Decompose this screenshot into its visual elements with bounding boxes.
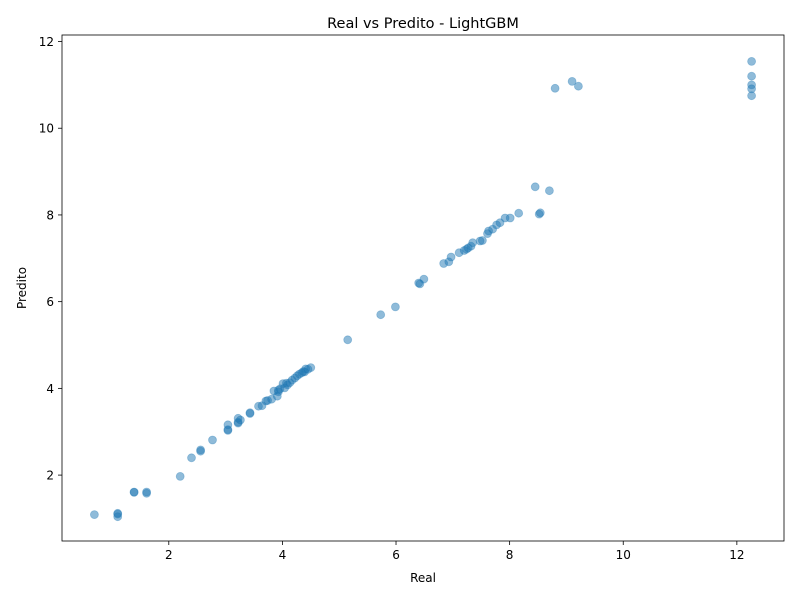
data-point (142, 487, 152, 497)
data-point (574, 81, 583, 91)
data-point (535, 208, 545, 218)
x-tick-label: 4 (279, 548, 287, 562)
data-point (306, 363, 316, 373)
y-tick-label: 6 (46, 295, 54, 309)
data-point (113, 508, 123, 518)
chart-title: Real vs Predito - LightGBM (327, 16, 519, 32)
data-point (550, 83, 560, 93)
data-point (235, 415, 245, 425)
x-tick-label: 2 (165, 548, 173, 562)
data-point (446, 252, 456, 262)
data-point (747, 91, 756, 101)
data-point (545, 186, 554, 196)
data-point (419, 274, 429, 284)
x-tick-label: 12 (729, 548, 744, 562)
data-point (747, 71, 756, 81)
x-tick-label: 8 (506, 548, 514, 562)
data-point (390, 302, 400, 312)
data-point (514, 208, 524, 218)
data-point (196, 445, 206, 455)
data-point (245, 408, 255, 418)
y-tick-label: 10 (39, 122, 54, 136)
y-tick-label: 8 (46, 208, 54, 222)
y-tick-label: 12 (39, 35, 54, 49)
data-point (477, 236, 487, 245)
data-point (567, 77, 577, 86)
y-axis-title: Predito (15, 267, 29, 309)
data-point (343, 335, 353, 345)
data-point (505, 213, 515, 223)
data-point (208, 435, 217, 445)
data-point (175, 471, 185, 481)
y-tick-label: 4 (46, 382, 54, 396)
y-tick-label: 2 (46, 469, 54, 483)
data-point (90, 510, 99, 519)
data-point (530, 182, 540, 192)
data-point (747, 57, 756, 66)
data-point (376, 310, 386, 320)
data-point (495, 218, 505, 228)
y-axis: 2 4 6 8 10 12 (39, 35, 62, 483)
x-axis: 2 4 6 8 10 12 (165, 541, 744, 562)
x-tick-label: 6 (392, 548, 400, 562)
plot-area-frame (61, 34, 785, 542)
x-axis-title: Real (410, 571, 436, 585)
x-tick-label: 10 (616, 548, 631, 562)
data-point (223, 420, 233, 430)
data-point (129, 487, 139, 497)
data-point (187, 453, 196, 463)
data-point (468, 238, 478, 248)
data-points (90, 57, 756, 522)
